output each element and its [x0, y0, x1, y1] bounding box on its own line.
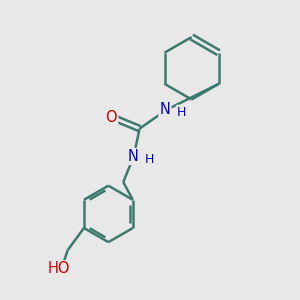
- Text: N: N: [159, 102, 170, 117]
- Text: HO: HO: [47, 261, 70, 276]
- Text: N: N: [128, 149, 139, 164]
- Text: H: H: [177, 106, 187, 119]
- Text: H: H: [144, 153, 154, 166]
- Text: O: O: [106, 110, 117, 125]
